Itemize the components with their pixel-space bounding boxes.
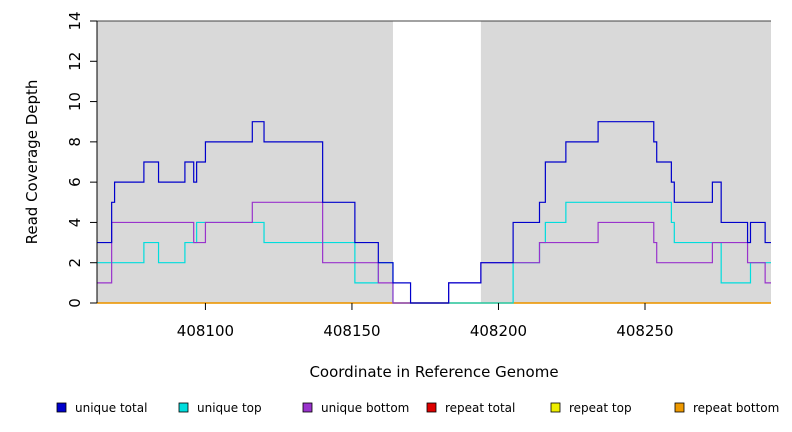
legend-swatch [56,402,67,413]
legend-item-repeat-total: repeat total [426,401,515,415]
y-tick-label: 10 [66,92,84,111]
x-tick-label: 408200 [470,322,527,340]
shaded-region-2 [480,21,771,303]
y-tick-label: 2 [66,258,84,268]
series-lines [97,121,771,304]
series-line-unique-top [97,201,771,304]
legend-label: unique top [197,401,262,415]
legend-swatch [426,402,437,413]
legend-label: unique total [75,401,147,415]
legend-item-unique-bottom: unique bottom [302,401,409,415]
legend-swatch [302,402,313,413]
legend: unique total unique top unique bottom repea… [56,401,779,415]
y-tick-label: 4 [66,218,84,228]
legend-swatch [178,402,189,413]
shaded-region-1 [97,21,393,303]
y-tick-label: 8 [66,137,84,147]
x-tick-label: 408100 [177,322,234,340]
y-tick-label: 14 [66,11,84,30]
y-tick-label: 0 [66,298,84,308]
legend-label: repeat bottom [693,401,779,415]
x-axis-title: Coordinate in Reference Genome [309,363,558,381]
series-line-unique-total [97,121,771,304]
y-axis-title: Read Coverage Depth [23,80,41,245]
y-tick-label: 6 [66,177,84,187]
legend-item-repeat-top: repeat top [550,401,632,415]
legend-label: repeat total [445,401,515,415]
x-tick-label: 408150 [323,322,380,340]
legend-label: repeat top [569,401,632,415]
x-tick-label: 408250 [616,322,673,340]
legend-item-unique-total: unique total [56,401,147,415]
legend-label: unique bottom [321,401,409,415]
shaded-regions [97,21,771,303]
axes: 0 2 4 6 8 10 12 14 408100 408150 408200 408250 [66,11,771,340]
legend-swatch [550,402,561,413]
legend-item-repeat-bottom: repeat bottom [674,401,779,415]
y-tick-label: 12 [66,52,84,71]
legend-swatch [674,402,685,413]
legend-item-unique-top: unique top [178,401,262,415]
